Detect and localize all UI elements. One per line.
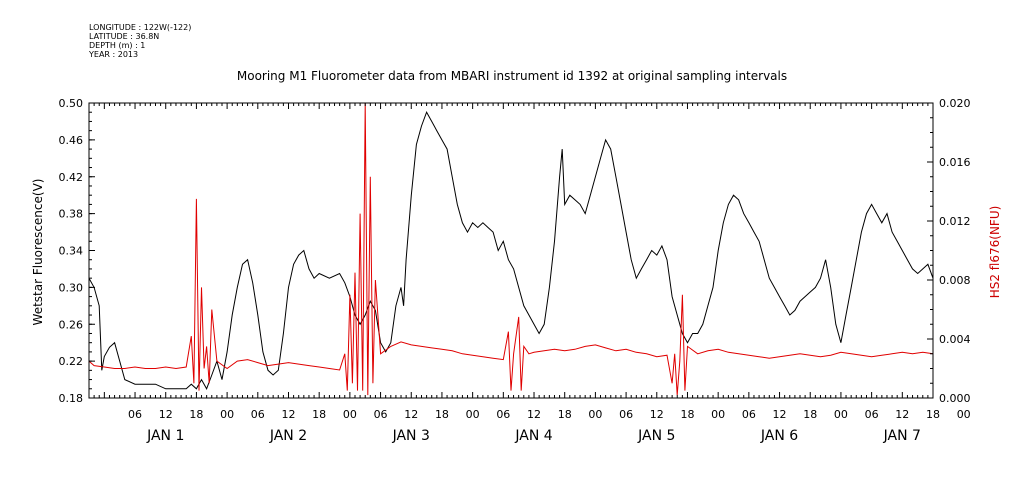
x-tick-label: 12	[281, 408, 295, 421]
y2-axis-label: HS2 fl676(NFU)	[988, 206, 1002, 299]
y2-tick-label: 0.020	[939, 97, 971, 110]
y-tick-label: 0.38	[59, 208, 84, 221]
y-tick-label: 0.30	[59, 281, 84, 294]
wetstar-fluorescence-line	[88, 111, 934, 390]
x-day-label: JAN 6	[760, 428, 798, 444]
x-tick-label: 06	[865, 408, 879, 421]
x-tick-label: 00	[588, 408, 602, 421]
x-tick-label: 06	[251, 408, 265, 421]
x-tick-label: 18	[435, 408, 449, 421]
x-tick-label: 12	[527, 408, 541, 421]
y-tick-label: 0.26	[59, 318, 84, 331]
x-day-label: JAN 7	[883, 428, 921, 444]
x-day-label: JAN 1	[146, 428, 184, 444]
y-tick-label: 0.42	[59, 171, 84, 184]
y-tick-label: 0.50	[59, 97, 84, 110]
x-tick-label: 00	[957, 408, 971, 421]
y2-tick-label: 0.000	[939, 392, 971, 405]
x-tick-label: 06	[496, 408, 510, 421]
y2-tick-label: 0.008	[939, 274, 971, 287]
y-tick-label: 0.18	[59, 392, 84, 405]
y-tick-label: 0.34	[59, 245, 84, 258]
x-tick-label: 18	[558, 408, 572, 421]
y2-tick-label: 0.016	[939, 156, 971, 169]
x-tick-label: 00	[466, 408, 480, 421]
x-tick-label: 18	[680, 408, 694, 421]
x-tick-label: 00	[343, 408, 357, 421]
meta-latitude: LATITUDE : 36.8N	[89, 32, 159, 41]
x-day-label: JAN 5	[637, 428, 675, 444]
y-tick-label: 0.46	[59, 134, 84, 147]
meta-longitude: LONGITUDE : 122W(-122)	[89, 23, 191, 32]
y2-tick-label: 0.004	[939, 333, 971, 346]
x-tick-label: 00	[711, 408, 725, 421]
x-day-label: JAN 2	[269, 428, 307, 444]
y-axis-label: Wetstar Fluorescence(V)	[31, 179, 45, 326]
x-tick-label: 12	[159, 408, 173, 421]
x-tick-label: 18	[803, 408, 817, 421]
plot-frame	[88, 102, 934, 399]
x-tick-label: 06	[374, 408, 388, 421]
meta-depth: DEPTH (m) : 1	[89, 41, 145, 50]
plot-area: 06 12 18 00 06 12 18 00 06 12 18 00 06 12 18 00 06 12 18 00…	[59, 97, 971, 444]
x-tick-label: 18	[189, 408, 203, 421]
x-tick-label: 06	[128, 408, 142, 421]
x-day-label: JAN 4	[514, 428, 552, 444]
x-tick-label: 12	[404, 408, 418, 421]
x-tick-label: 06	[619, 408, 633, 421]
meta-year: YEAR : 2013	[88, 50, 138, 59]
x-tick-label: 06	[742, 408, 756, 421]
x-day-label: JAN 3	[392, 428, 430, 444]
y-tick-label: 0.22	[59, 355, 84, 368]
hs2-fl676-line	[88, 102, 934, 396]
x-tick-label: 18	[926, 408, 940, 421]
x-tick-label: 12	[650, 408, 664, 421]
x-tick-label: 12	[895, 408, 909, 421]
chart-title: Mooring M1 Fluorometer data from MBARI i…	[237, 69, 787, 83]
x-tick-label: 12	[773, 408, 787, 421]
x-tick-label: 00	[220, 408, 234, 421]
x-tick-label: 18	[312, 408, 326, 421]
x-tick-label: 00	[834, 408, 848, 421]
y2-tick-label: 0.012	[939, 215, 971, 228]
